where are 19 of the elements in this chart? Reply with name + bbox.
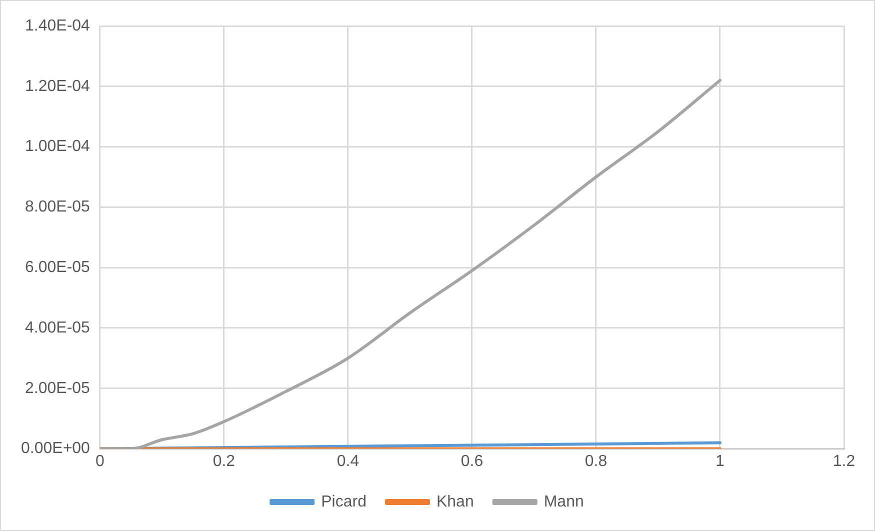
x-tick-label: 1 [716,452,725,470]
x-tick-label: 0.2 [212,452,236,470]
y-tick-label: 1.20E-04 [25,78,90,95]
x-tick-label: 0 [96,452,104,470]
x-tick-label: 0.6 [460,452,484,470]
line-series [100,78,722,449]
x-tick-label: 1.2 [832,452,856,470]
y-tick-label: 4.00E-05 [25,319,90,336]
legend-label: Khan [436,493,474,510]
y-tick-label: 1.40E-04 [25,17,90,34]
y-tick-label: 0.00E+00 [21,440,90,458]
y-tick-label: 8.00E-05 [25,198,90,216]
x-tick-label: 0.8 [584,452,608,470]
y-tick-label: 6.00E-05 [25,259,90,276]
y-tick-label: 2.00E-05 [25,380,90,397]
legend-label: Mann [544,493,584,510]
y-tick-label: 1.00E-04 [25,138,90,156]
x-tick-label: 0.4 [336,452,360,470]
legend-label: Picard [321,493,366,510]
